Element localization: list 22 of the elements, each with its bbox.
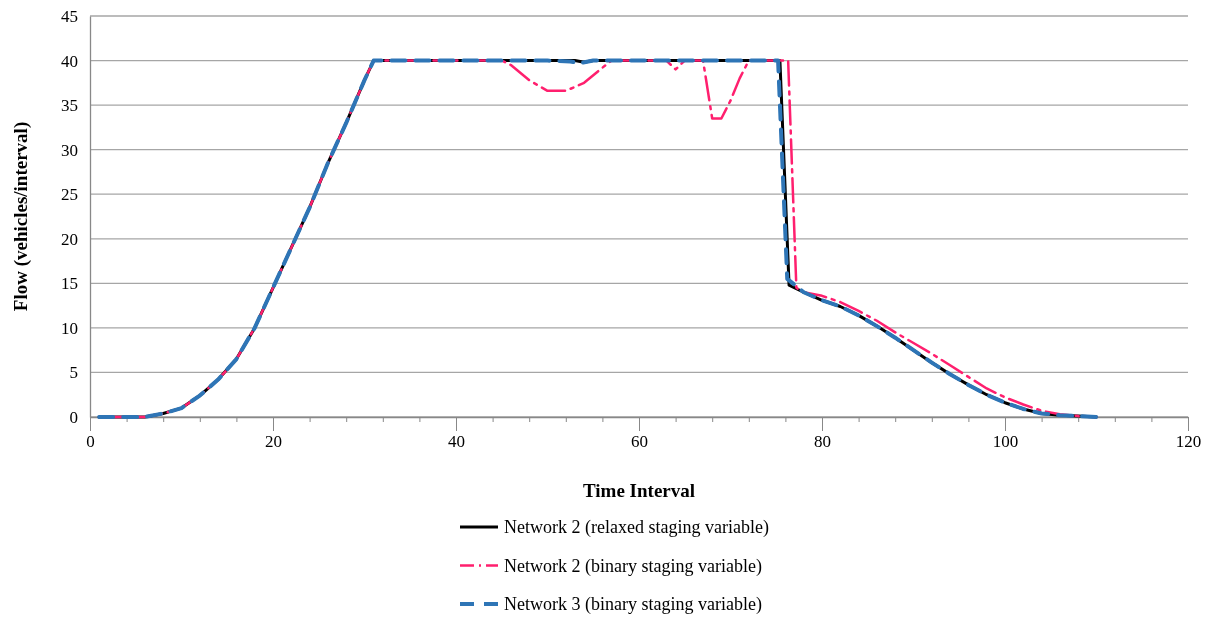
y-tick-label: 20	[61, 229, 78, 249]
x-tick-label: 20	[265, 432, 282, 452]
y-tick-label: 15	[61, 274, 78, 294]
y-tick-label: 40	[61, 51, 78, 71]
x-tick-label: 80	[814, 432, 831, 452]
y-axis-title: Flow (vehicles/interval)	[10, 121, 32, 312]
x-axis-title: Time Interval	[582, 480, 696, 501]
legend-label: Network 3 (binary staging variable)	[504, 594, 762, 616]
x-tick-label: 100	[992, 432, 1019, 452]
y-tick-label: 5	[69, 363, 78, 383]
y-tick-label: 30	[61, 140, 78, 160]
x-tick-label: 0	[86, 432, 95, 452]
y-tick-label: 25	[61, 185, 78, 205]
x-tick-label: 120	[1175, 432, 1202, 452]
y-tick-label: 10	[61, 318, 78, 338]
x-tick-label: 60	[631, 432, 648, 452]
x-tick-label: 40	[448, 432, 465, 452]
legend-label: Network 2 (relaxed staging variable)	[504, 517, 769, 539]
legend-label: Network 2 (binary staging variable)	[504, 555, 762, 577]
y-tick-label: 45	[61, 6, 78, 26]
y-tick-label: 35	[61, 96, 78, 116]
y-tick-label: 0	[69, 407, 78, 427]
